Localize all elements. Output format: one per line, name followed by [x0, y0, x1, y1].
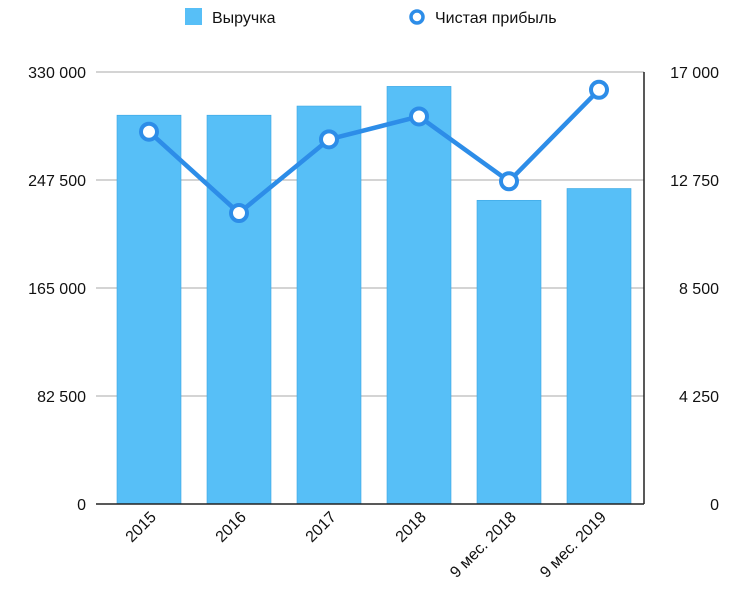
- y-left-tick-label: 330 000: [28, 65, 86, 82]
- y-left-tick-label: 82 500: [37, 389, 86, 406]
- legend: Выручка Чистая прибыль: [185, 8, 557, 27]
- legend-label-profit: Чистая прибыль: [435, 10, 557, 27]
- x-tick-label: 9 мес. 2019: [537, 509, 610, 582]
- y-right-tick-label: 12 750: [670, 173, 719, 190]
- x-tick-label: 2016: [213, 509, 250, 546]
- bar: [476, 199, 542, 505]
- axes: [96, 72, 645, 505]
- y-right-tick-label: 4 250: [679, 389, 719, 406]
- profit-line-path: [147, 88, 601, 216]
- y-left-tick-label: 0: [77, 497, 86, 514]
- x-tick-label: 2018: [393, 509, 430, 546]
- y-right-tick-label: 8 500: [679, 281, 719, 298]
- profit-point: [139, 121, 159, 142]
- profit-point: [229, 203, 249, 224]
- bar: [206, 114, 272, 505]
- x-tick-label: 2015: [123, 509, 160, 546]
- bar: [386, 86, 452, 505]
- gridlines: [96, 71, 644, 397]
- y-right-tick-label: 17 000: [670, 65, 719, 82]
- y-left-tick-label: 165 000: [28, 281, 86, 298]
- legend-label-revenue: Выручка: [212, 10, 276, 27]
- bar: [566, 188, 632, 505]
- profit-point: [589, 79, 609, 100]
- profit-line: [139, 79, 609, 224]
- legend-marker-profit: [409, 9, 425, 25]
- bar: [296, 105, 362, 505]
- bar: [116, 114, 182, 505]
- y-right-tick-label: 0: [710, 497, 719, 514]
- x-tick-label: 9 мес. 2018: [447, 509, 520, 582]
- legend-swatch-revenue: [185, 8, 202, 25]
- profit-point: [499, 171, 519, 192]
- y-left-tick-label: 247 500: [28, 173, 86, 190]
- bars: [116, 86, 632, 505]
- x-tick-label: 2017: [303, 509, 340, 546]
- profit-point: [409, 106, 429, 127]
- profit-point: [319, 129, 339, 150]
